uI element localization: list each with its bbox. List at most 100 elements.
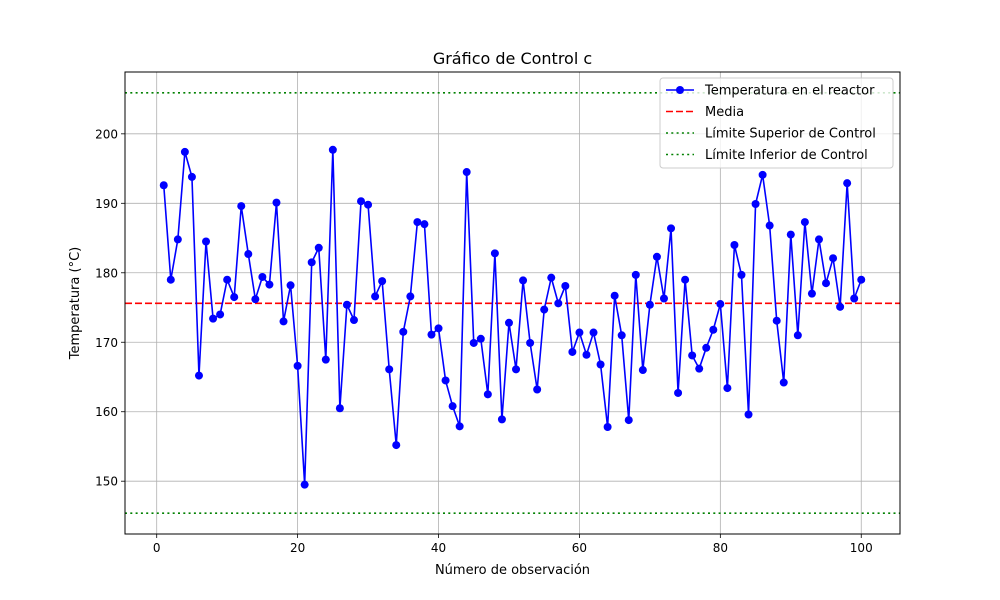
data-point — [702, 343, 711, 352]
y-tick-label: 150 — [95, 475, 118, 489]
data-point — [807, 289, 816, 298]
data-point — [836, 302, 845, 311]
tick-layer: 0 20 40 60 80 100 150 160 170 180 190 200 — [95, 127, 873, 555]
data-point — [786, 230, 795, 239]
data-point — [843, 179, 852, 188]
legend-label: Límite Superior de Control — [705, 127, 876, 142]
data-point — [568, 347, 577, 356]
data-point — [793, 331, 802, 340]
data-point — [469, 338, 478, 347]
data-point — [596, 360, 605, 369]
data-point — [751, 200, 760, 208]
data-point — [610, 291, 619, 300]
data-point — [385, 365, 394, 374]
data-point — [667, 224, 676, 233]
y-tick-label: 170 — [95, 336, 118, 350]
data-point — [434, 324, 443, 333]
data-point — [223, 275, 232, 284]
data-point — [800, 218, 809, 227]
data-point — [723, 384, 732, 393]
data-point — [187, 172, 196, 181]
data-point — [194, 371, 203, 380]
data-point — [533, 385, 542, 394]
data-point — [237, 202, 246, 211]
data-point — [490, 249, 499, 258]
data-point — [547, 273, 556, 282]
data-point — [286, 281, 295, 290]
data-point — [624, 416, 633, 425]
x-axis-label: Número de observación — [435, 563, 590, 578]
data-point — [216, 310, 225, 319]
data-point — [674, 388, 683, 397]
data-point — [822, 279, 831, 288]
data-point — [850, 294, 859, 303]
data-point — [180, 147, 189, 156]
data-point — [357, 197, 366, 206]
data-point — [476, 334, 485, 343]
data-point — [159, 181, 168, 190]
data-point — [378, 277, 387, 286]
data-point — [392, 441, 401, 450]
x-tick-label: 60 — [572, 541, 587, 555]
data-point — [448, 402, 457, 411]
data-point — [589, 328, 598, 337]
data-point — [272, 198, 281, 207]
data-point — [603, 423, 612, 432]
temperature-series-line — [162, 149, 862, 485]
reference-lines — [125, 92, 900, 514]
data-point — [695, 364, 704, 373]
data-point — [230, 293, 239, 302]
data-point — [413, 218, 422, 227]
plot-frame — [124, 71, 901, 535]
data-point — [772, 316, 781, 325]
data-point — [561, 281, 570, 290]
y-tick-label: 180 — [95, 266, 118, 280]
data-point — [455, 422, 464, 431]
data-point — [716, 300, 725, 309]
data-point — [631, 270, 640, 279]
data-point — [519, 276, 528, 285]
data-point — [244, 250, 253, 259]
data-point — [371, 292, 380, 301]
data-point — [504, 318, 513, 327]
data-point — [638, 366, 647, 375]
data-point — [483, 390, 492, 399]
data-point — [335, 404, 344, 413]
data-point — [166, 275, 175, 284]
data-point — [462, 168, 471, 177]
data-point — [328, 145, 337, 154]
y-axis-label: Temperatura (°C) — [68, 247, 83, 360]
data-point — [512, 365, 521, 374]
data-point — [420, 220, 429, 229]
data-point — [300, 480, 309, 489]
legend: Temperatura en el reactor Media Límite Sup… — [659, 77, 894, 169]
data-point — [526, 338, 535, 347]
data-point — [427, 330, 436, 339]
x-tick-label: 40 — [431, 541, 446, 555]
data-point — [540, 305, 549, 314]
data-point — [652, 252, 661, 261]
data-point — [758, 170, 767, 179]
data-point — [645, 300, 654, 309]
data-point — [209, 314, 218, 323]
data-point — [681, 275, 690, 284]
data-point — [406, 292, 415, 301]
data-point — [779, 378, 788, 387]
data-point — [307, 258, 316, 267]
data-point — [582, 350, 591, 359]
data-point — [744, 410, 753, 419]
data-point — [441, 376, 450, 385]
data-point — [349, 316, 358, 325]
data-point — [575, 328, 584, 337]
x-tick-label: 0 — [153, 541, 161, 555]
data-point — [202, 237, 211, 246]
y-tick-label: 160 — [95, 405, 118, 419]
data-point — [857, 275, 866, 284]
legend-box — [659, 77, 894, 169]
series-layer — [159, 145, 866, 489]
data-point — [829, 254, 838, 263]
y-tick-label: 190 — [95, 197, 118, 211]
data-point — [279, 317, 288, 326]
data-point — [173, 235, 182, 244]
